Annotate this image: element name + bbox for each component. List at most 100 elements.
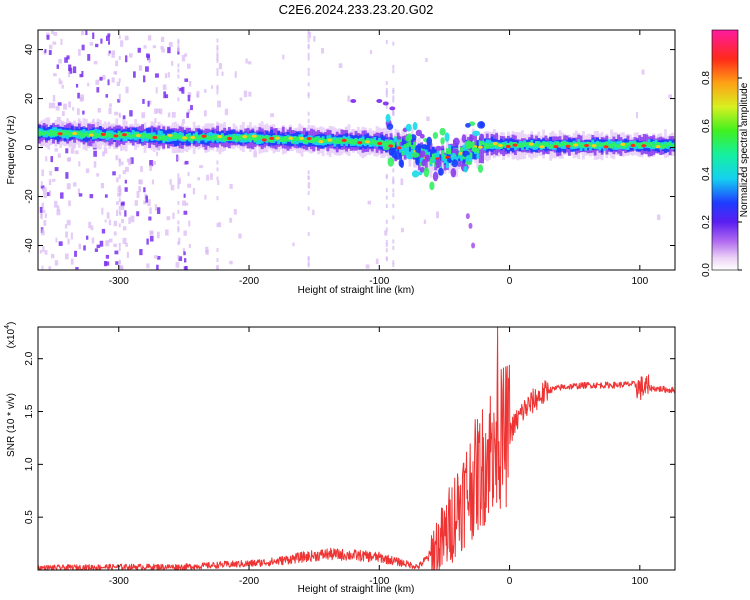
spectrogram-peak: [269, 136, 275, 141]
spectrogram-noise-cell: [113, 231, 117, 236]
spectrogram-noise-cell: [66, 183, 71, 190]
spectrogram-blob: [376, 99, 383, 104]
spectrogram-noise-cell: [149, 160, 154, 167]
spectrogram-noise-cell: [56, 116, 61, 122]
spectrogram-noise-cell: [122, 237, 127, 244]
spectrogram-noise-cell: [101, 228, 106, 234]
spectrogram-band-cell: [521, 142, 524, 148]
spectrogram-noise-cell: [41, 265, 44, 270]
spectrogram-frame: [37, 29, 676, 271]
spectrogram-noise-cell: [436, 211, 439, 219]
spectrogram-blob: [452, 137, 460, 146]
spectrogram-band-cell: [96, 133, 100, 138]
spectrogram-band-cell: [549, 144, 553, 149]
spectrogram-band-cell: [495, 142, 499, 148]
spectrogram-band-cell: [211, 135, 215, 140]
spectrogram-band-cell: [490, 142, 494, 147]
spectrogram-band-cell: [375, 140, 379, 146]
spectrogram-band-cell: [396, 146, 400, 160]
spectrogram-band-cell: [476, 140, 480, 154]
spectrogram-band-cell: [178, 134, 182, 139]
spectrogram-streak-cell: [118, 162, 121, 167]
spectrogram-band-cell: [401, 151, 405, 156]
spectrogram-noise-cell: [93, 161, 97, 168]
spectrogram-noise-cell: [81, 30, 85, 36]
spectrogram-streak-cell: [118, 185, 121, 190]
spectrogram-noise-cell: [109, 103, 112, 108]
spectrogram-streak-cell: [392, 268, 395, 270]
spectrogram-noise-cell: [248, 91, 252, 97]
spectrogram-noise-cell: [181, 54, 186, 62]
spectrogram-peak: [365, 140, 371, 144]
spectrogram-blob: [386, 123, 394, 130]
spectrogram-peak: [341, 138, 347, 142]
spectrogram-band-cell: [474, 135, 477, 156]
spectrogram-streak-cell: [307, 52, 310, 57]
spectrogram-band-cell: [535, 141, 538, 147]
snr-y-tick-label: 1.0: [24, 457, 35, 471]
spectrogram-streak-cell: [392, 98, 395, 103]
spectrogram-band-cell: [368, 141, 372, 145]
colorbar: 0.0 0.2 0.4 0.6 0.8 Normalized spectral ampl…: [701, 29, 750, 277]
spectrogram-streak-cell: [392, 64, 395, 69]
spectrogram-y-tick-label: 0: [24, 144, 35, 150]
spectrogram-band-cell: [256, 135, 259, 140]
spectrogram-noise-cell: [321, 48, 325, 54]
spectrogram-blob: [389, 106, 396, 111]
spectrogram-band-cell: [621, 144, 625, 149]
spectrogram-streak-cell: [392, 176, 395, 181]
spectrogram-streak-cell: [118, 158, 121, 163]
spectrogram-noise-cell: [312, 209, 315, 216]
spectrogram-band-cell: [258, 135, 262, 140]
spectrogram-noise-cell: [143, 45, 147, 49]
spectrogram-band-cell: [120, 132, 123, 138]
spectrogram-noise-cell: [54, 148, 58, 152]
spectrogram-band-cell: [460, 152, 463, 161]
spectrogram-band-cell: [127, 132, 130, 138]
spectrogram-noise-cell: [159, 108, 163, 115]
spectrogram-noise-cell: [105, 254, 109, 259]
spectrogram-band-cell: [47, 132, 51, 137]
spectrogram-streak-cell: [216, 248, 219, 253]
spectrogram-noise-cell: [124, 35, 129, 41]
spectrogram-noise-cell: [64, 57, 68, 63]
spectrogram-peak: [275, 136, 281, 140]
snr-y-multiplier-exp: 4: [4, 325, 11, 329]
spectrogram-streak-cell: [216, 160, 219, 165]
spectrogram-band-cell: [40, 131, 44, 136]
spectrogram-y-tick-label: -40: [24, 238, 35, 253]
spectrogram-noise-cell: [146, 263, 150, 269]
spectrogram-band-cell: [586, 141, 590, 147]
spectrogram-noise-cell: [116, 201, 119, 205]
spectrogram-band-cell: [469, 153, 473, 159]
snr-series-line: [38, 327, 675, 570]
spectrogram-streak-cell: [118, 247, 121, 252]
spectrogram-blob: [415, 155, 420, 166]
spectrogram-band-cell: [349, 139, 353, 145]
spectrogram-band-cell: [338, 139, 341, 144]
spectrogram-noise-cell: [121, 201, 125, 206]
spectrogram-band-cell: [387, 140, 391, 147]
spectrogram-peak: [72, 131, 78, 136]
spectrogram-band-cell: [525, 142, 529, 146]
spectrogram-band-cell: [68, 132, 72, 138]
spectrogram-noise-cell: [165, 229, 169, 236]
spectrogram-noise-cell: [87, 82, 90, 87]
spectrogram-noise-cell: [635, 111, 639, 119]
spectrogram-band-cell: [260, 136, 264, 141]
spectrogram-band-cell: [237, 136, 241, 142]
spectrogram-blob: [415, 144, 422, 154]
spectrogram-blob: [471, 242, 476, 249]
spectrogram-noise-cell: [121, 218, 124, 224]
spectrogram-noise-cell: [187, 171, 190, 177]
spectrogram-blob: [465, 123, 471, 128]
spectrogram-band-cell: [525, 142, 529, 151]
spectrogram-noise-cell: [101, 207, 104, 215]
spectrogram-band-cell: [38, 130, 41, 137]
spectrogram-noise-cell: [211, 85, 214, 89]
spectrogram-blob: [420, 144, 428, 150]
spectrogram-band-cell: [579, 142, 583, 148]
spectrogram-band-cell: [117, 131, 121, 137]
spectrogram-band-cell: [45, 130, 48, 135]
colorbar-frame: [711, 29, 739, 271]
